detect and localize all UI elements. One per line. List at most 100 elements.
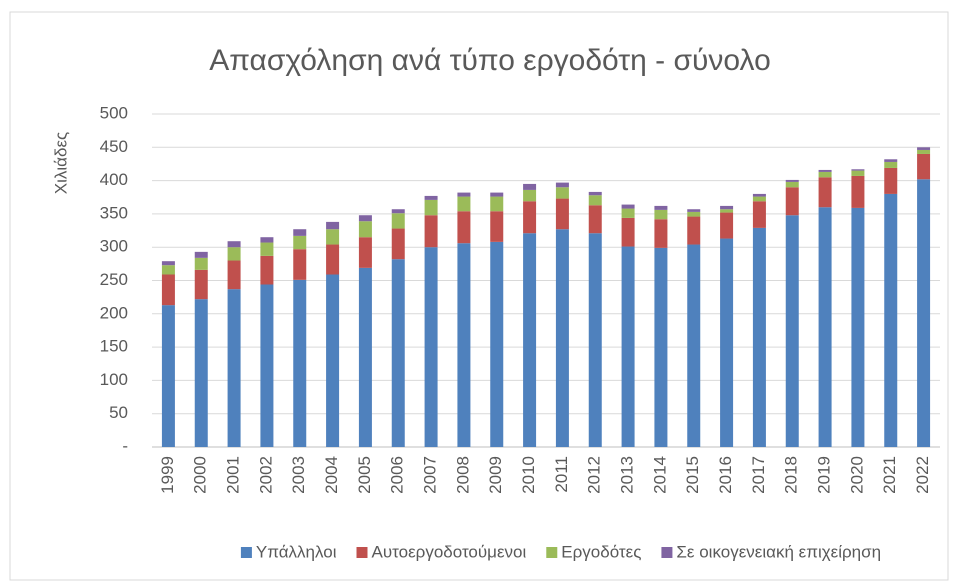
bar-segment (523, 201, 537, 234)
x-tick-label: 2011 (552, 456, 571, 493)
x-tick-label: 1999 (158, 456, 177, 494)
bar-segment (917, 147, 931, 150)
bar-segment (621, 246, 635, 447)
y-tick-label: 400 (100, 170, 128, 189)
bar-segment (555, 229, 569, 447)
bar-segment (654, 219, 668, 248)
bar-segment (884, 159, 898, 162)
bar-segment (654, 247, 668, 447)
x-tick-label: 2004 (322, 456, 341, 494)
bar-segment (457, 211, 471, 244)
bar-segment (227, 260, 241, 290)
bar-segment (818, 177, 832, 208)
x-tick-label: 2002 (256, 456, 275, 494)
bar-segment (227, 247, 241, 261)
bar-segment (687, 244, 701, 447)
bar-segment (161, 305, 175, 447)
y-tick-label: 250 (100, 270, 128, 289)
bar-segment (523, 183, 537, 190)
x-tick-label: 2014 (650, 456, 669, 494)
bar-segment (260, 255, 274, 285)
y-tick-label: 350 (100, 203, 128, 222)
x-tick-label: 2009 (486, 456, 505, 494)
bar-segment (260, 242, 274, 256)
bar-segment (687, 211, 701, 217)
x-tick-label: 2019 (815, 456, 834, 494)
y-tick-label: 50 (109, 403, 128, 422)
legend-swatch (546, 547, 558, 558)
y-tick-label: 200 (100, 303, 128, 322)
bar-segment (785, 187, 799, 216)
bar-segment (621, 217, 635, 247)
y-axis-title: Χιλιάδες (51, 132, 70, 194)
bar-segment (752, 193, 766, 197)
chart-frame (9, 11, 949, 581)
bar-segment (161, 265, 175, 275)
bar-segment (293, 279, 307, 447)
bar-segment (785, 179, 799, 182)
bar-segment (654, 205, 668, 210)
x-tick-label: 2005 (355, 456, 374, 494)
bar-segment (424, 195, 438, 200)
bar-segment (326, 244, 340, 275)
bar-segment (457, 196, 471, 212)
y-tick-label: 100 (100, 370, 128, 389)
bar-segment (851, 170, 865, 176)
bar-segment (490, 241, 504, 447)
x-tick-label: 2001 (224, 456, 243, 494)
legend-swatch (240, 547, 252, 558)
x-tick-label: 2000 (191, 456, 210, 494)
bar-segment (720, 209, 734, 213)
bar-segment (720, 212, 734, 239)
bar-segment (752, 196, 766, 202)
bar-segment (752, 201, 766, 228)
bar-segment (293, 229, 307, 236)
bar-segment (523, 233, 537, 447)
x-tick-label: 2017 (749, 456, 768, 494)
legend-label: Αυτοεργοδοτούμενοι (372, 542, 527, 561)
bar-segment (555, 187, 569, 199)
bar-segment (818, 169, 832, 172)
bar-segment (326, 229, 340, 245)
bar-segment (391, 209, 405, 214)
bar-segment (161, 261, 175, 266)
bar-segment (358, 221, 372, 238)
bar-segment (687, 209, 701, 212)
bar-segment (884, 161, 898, 168)
bar-segment (917, 149, 931, 154)
bar-segment (588, 233, 602, 447)
bar-segment (720, 238, 734, 447)
bar-segment (752, 227, 766, 447)
bar-segment (358, 267, 372, 447)
bar-segment (326, 221, 340, 230)
x-tick-label: 2018 (782, 456, 801, 494)
bar-segment (555, 182, 569, 188)
x-tick-label: 2015 (683, 456, 702, 494)
bar-segment (490, 211, 504, 242)
x-tick-label: 2016 (716, 456, 735, 494)
bar-segment (424, 199, 438, 216)
bar-segment (588, 195, 602, 206)
bar-segment (917, 153, 931, 180)
bar-segment (884, 167, 898, 194)
x-tick-label: 2012 (585, 456, 604, 494)
bar-segment (358, 237, 372, 268)
bar-segment (654, 209, 668, 220)
bar-segment (884, 193, 898, 447)
bar-segment (457, 192, 471, 197)
bar-segment (621, 204, 635, 209)
y-tick-label: 300 (100, 237, 128, 256)
bar-segment (326, 274, 340, 447)
bar-segment (687, 216, 701, 245)
bar-segment (785, 215, 799, 447)
bar-segment (851, 175, 865, 208)
x-tick-label: 2022 (913, 456, 932, 494)
bar-segment (490, 196, 504, 212)
bar-segment (391, 228, 405, 260)
y-tick-label: 150 (100, 337, 128, 356)
bar-segment (457, 243, 471, 447)
bar-segment (194, 269, 208, 300)
bar-segment (358, 215, 372, 222)
x-tick-label: 2010 (519, 456, 538, 494)
